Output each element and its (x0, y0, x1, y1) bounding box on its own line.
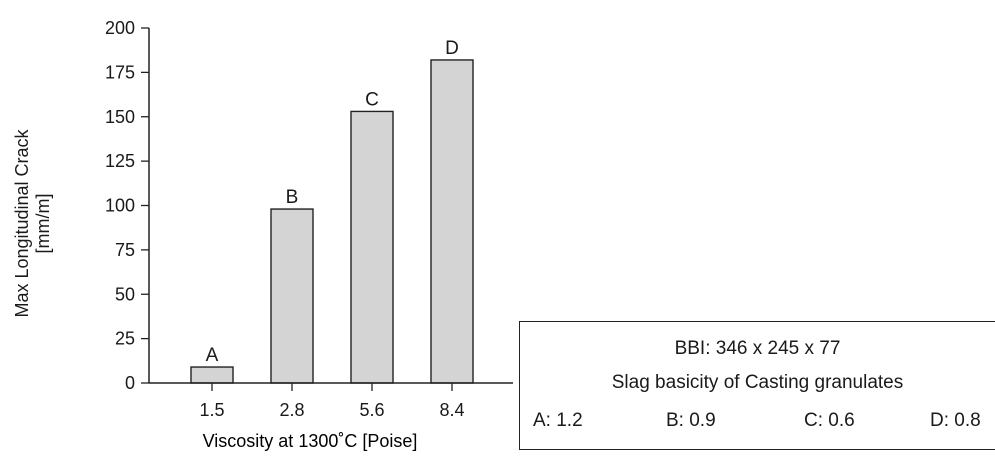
legend-box: BBI: 346 x 245 x 77 Slag basicity of Cas… (519, 321, 995, 450)
bar (350, 110, 394, 384)
y-tick-label: 75 (115, 240, 135, 260)
legend-subtitle: Slag basicity of Casting granulates (611, 372, 904, 393)
y-tick-label: 0 (125, 373, 135, 393)
bars-group: A B C D (190, 38, 474, 384)
x-tick-label: 5.6 (359, 400, 384, 420)
y-axis-title-line: Max Longitudinal Crack (12, 128, 32, 317)
legend-item-c: C: 0.6 (804, 410, 855, 431)
x-tick-label: 1.5 (199, 400, 224, 420)
bar (430, 59, 474, 384)
y-axis-title: Max Longitudinal Crack [mm/m] (12, 128, 53, 317)
legend-item-b: B: 0.9 (666, 410, 716, 431)
y-tick-label: 200 (105, 18, 135, 38)
x-axis-title: Viscosity at 1300˚C [Poise] (203, 431, 418, 451)
y-tick-label: 50 (115, 284, 135, 304)
y-axis-title-line: [mm/m] (33, 194, 53, 254)
y-tick-label: 150 (105, 107, 135, 127)
x-axis-ticks: 1.5 2.8 5.6 8.4 (199, 383, 465, 420)
y-axis-ticks: 0 25 50 75 100 125 150 175 200 (105, 18, 149, 393)
bar (270, 208, 314, 384)
y-tick-label: 175 (105, 62, 135, 82)
x-tick-label: 8.4 (439, 400, 464, 420)
bar (190, 366, 234, 384)
y-tick-label: 100 (105, 196, 135, 216)
bar-label: D (445, 38, 459, 59)
bar-label: A (206, 345, 219, 366)
legend-title: BBI: 346 x 245 x 77 (674, 338, 841, 359)
y-tick-label: 125 (105, 151, 135, 171)
legend-item-d: D: 0.8 (930, 410, 981, 431)
legend-item-a: A: 1.2 (533, 410, 583, 431)
bar-label: C (365, 89, 379, 110)
y-tick-label: 25 (115, 329, 135, 349)
bar-label: B (286, 187, 299, 208)
x-tick-label: 2.8 (279, 400, 304, 420)
